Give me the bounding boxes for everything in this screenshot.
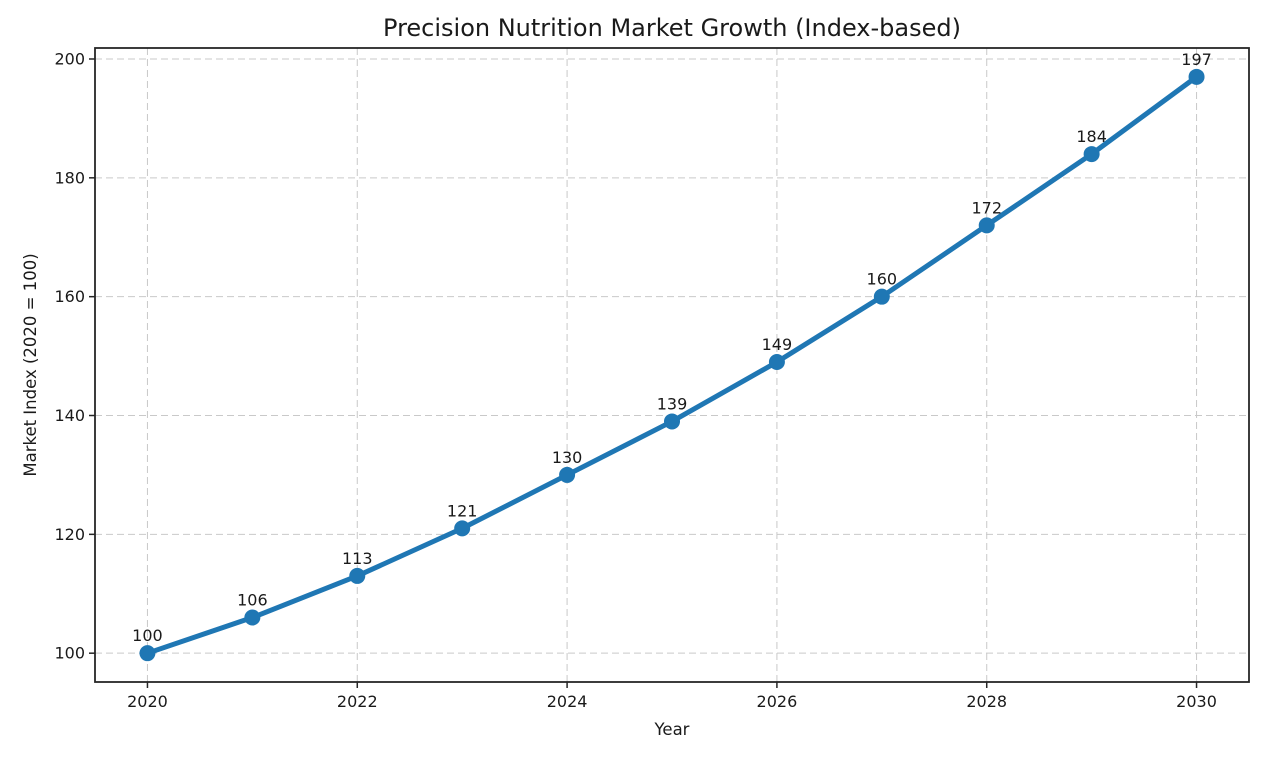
data-label-2020: 100 bbox=[132, 626, 163, 645]
plot-border bbox=[94, 47, 1250, 683]
data-point-2030 bbox=[1188, 68, 1205, 85]
gridlines-layer bbox=[95, 48, 1249, 682]
x-axis-label: Year bbox=[654, 720, 690, 739]
data-label-2028: 172 bbox=[971, 198, 1002, 217]
x-tick-label-2020: 2020 bbox=[127, 692, 168, 711]
data-label-2023: 121 bbox=[447, 501, 478, 520]
data-label-2021: 106 bbox=[237, 591, 268, 610]
plot-background bbox=[95, 48, 1249, 682]
data-point-2026 bbox=[768, 354, 785, 371]
data-point-2022 bbox=[349, 567, 366, 584]
chart-title: Precision Nutrition Market Growth (Index… bbox=[383, 14, 961, 42]
data-label-2022: 113 bbox=[342, 549, 373, 568]
y-tick-label-100: 100 bbox=[54, 644, 85, 663]
x-tick-label-2026: 2026 bbox=[757, 692, 798, 711]
data-point-2023 bbox=[454, 520, 471, 537]
data-label-2024: 130 bbox=[552, 448, 583, 467]
data-point-2024 bbox=[559, 466, 576, 483]
x-tick-label-2028: 2028 bbox=[966, 692, 1007, 711]
data-point-2029 bbox=[1083, 146, 1100, 163]
data-point-2028 bbox=[978, 217, 995, 234]
y-tick-label-120: 120 bbox=[54, 525, 85, 544]
axes-layer: 100 120 140 160 180 200 2020 2022 2024 2026 2028 20… bbox=[54, 47, 1250, 711]
x-tick-label-2022: 2022 bbox=[337, 692, 378, 711]
y-tick-label-180: 180 bbox=[54, 168, 85, 187]
y-tick-label-200: 200 bbox=[54, 49, 85, 68]
x-tick-label-2030: 2030 bbox=[1176, 692, 1217, 711]
data-point-2021 bbox=[244, 609, 261, 626]
data-point-2020 bbox=[139, 645, 156, 662]
data-point-2025 bbox=[664, 413, 680, 430]
data-label-2030: 197 bbox=[1181, 50, 1212, 69]
point-labels-layer: 100 106 113 121 130 139 149 160 172 184 197 bbox=[132, 50, 1212, 645]
data-label-2027: 160 bbox=[867, 270, 898, 289]
data-label-2025: 139 bbox=[657, 394, 688, 413]
y-axis-label: Market Index (2020 = 100) bbox=[21, 253, 40, 476]
data-label-2029: 184 bbox=[1076, 127, 1107, 146]
x-tick-label-2024: 2024 bbox=[547, 692, 588, 711]
data-layer bbox=[139, 68, 1205, 662]
y-tick-label-160: 160 bbox=[54, 287, 85, 306]
data-label-2026: 149 bbox=[762, 335, 793, 354]
y-tick-label-140: 140 bbox=[54, 406, 85, 425]
data-point-2027 bbox=[873, 288, 890, 305]
